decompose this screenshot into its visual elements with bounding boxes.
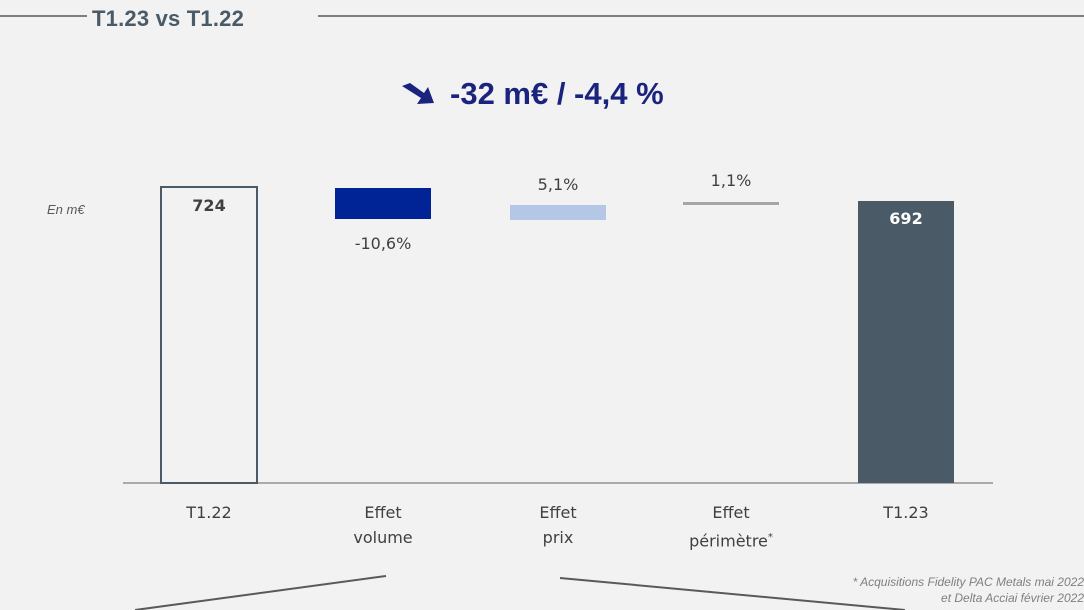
footnote: * Acquisitions Fidelity PAC Metals mai 2…	[853, 574, 1084, 606]
section-title: T1.23 vs T1.22	[92, 6, 245, 31]
label-t122: 724	[192, 196, 225, 215]
label-t123: 692	[889, 209, 922, 228]
label-effet-prix: 5,1%	[538, 175, 579, 194]
bar-effet-volume	[335, 188, 431, 219]
category-label-t122: T1.22	[186, 503, 232, 522]
footnote-line2: et Delta Acciai février 2022	[941, 591, 1084, 605]
bar-t123	[858, 201, 954, 483]
label-effet-perimetre: 1,1%	[711, 171, 752, 190]
footnote-mark: *	[767, 532, 773, 543]
headline-text: -32 m€ / -4,4 %	[450, 76, 664, 111]
zoom-connector-left	[134, 575, 387, 610]
bar-effet-perimetre	[683, 202, 779, 205]
category-label-volume: Effet volume	[353, 503, 413, 547]
bar-effet-prix	[510, 205, 606, 220]
footnote-line1: * Acquisitions Fidelity PAC Metals mai 2…	[852, 575, 1084, 589]
category-label-t123: T1.23	[883, 503, 929, 522]
category-label-prix: Effet prix	[539, 503, 577, 547]
category-label-perimetre: Effet périmètre*	[689, 503, 773, 551]
arrow-down-right-icon	[402, 83, 434, 104]
bar-t122	[160, 186, 258, 484]
headline: -32 m€ / -4,4 %	[400, 76, 664, 112]
label-effet-volume: -10,6%	[355, 234, 412, 253]
unit-label: En m€	[47, 202, 85, 217]
zoom-connector-right	[559, 577, 906, 610]
